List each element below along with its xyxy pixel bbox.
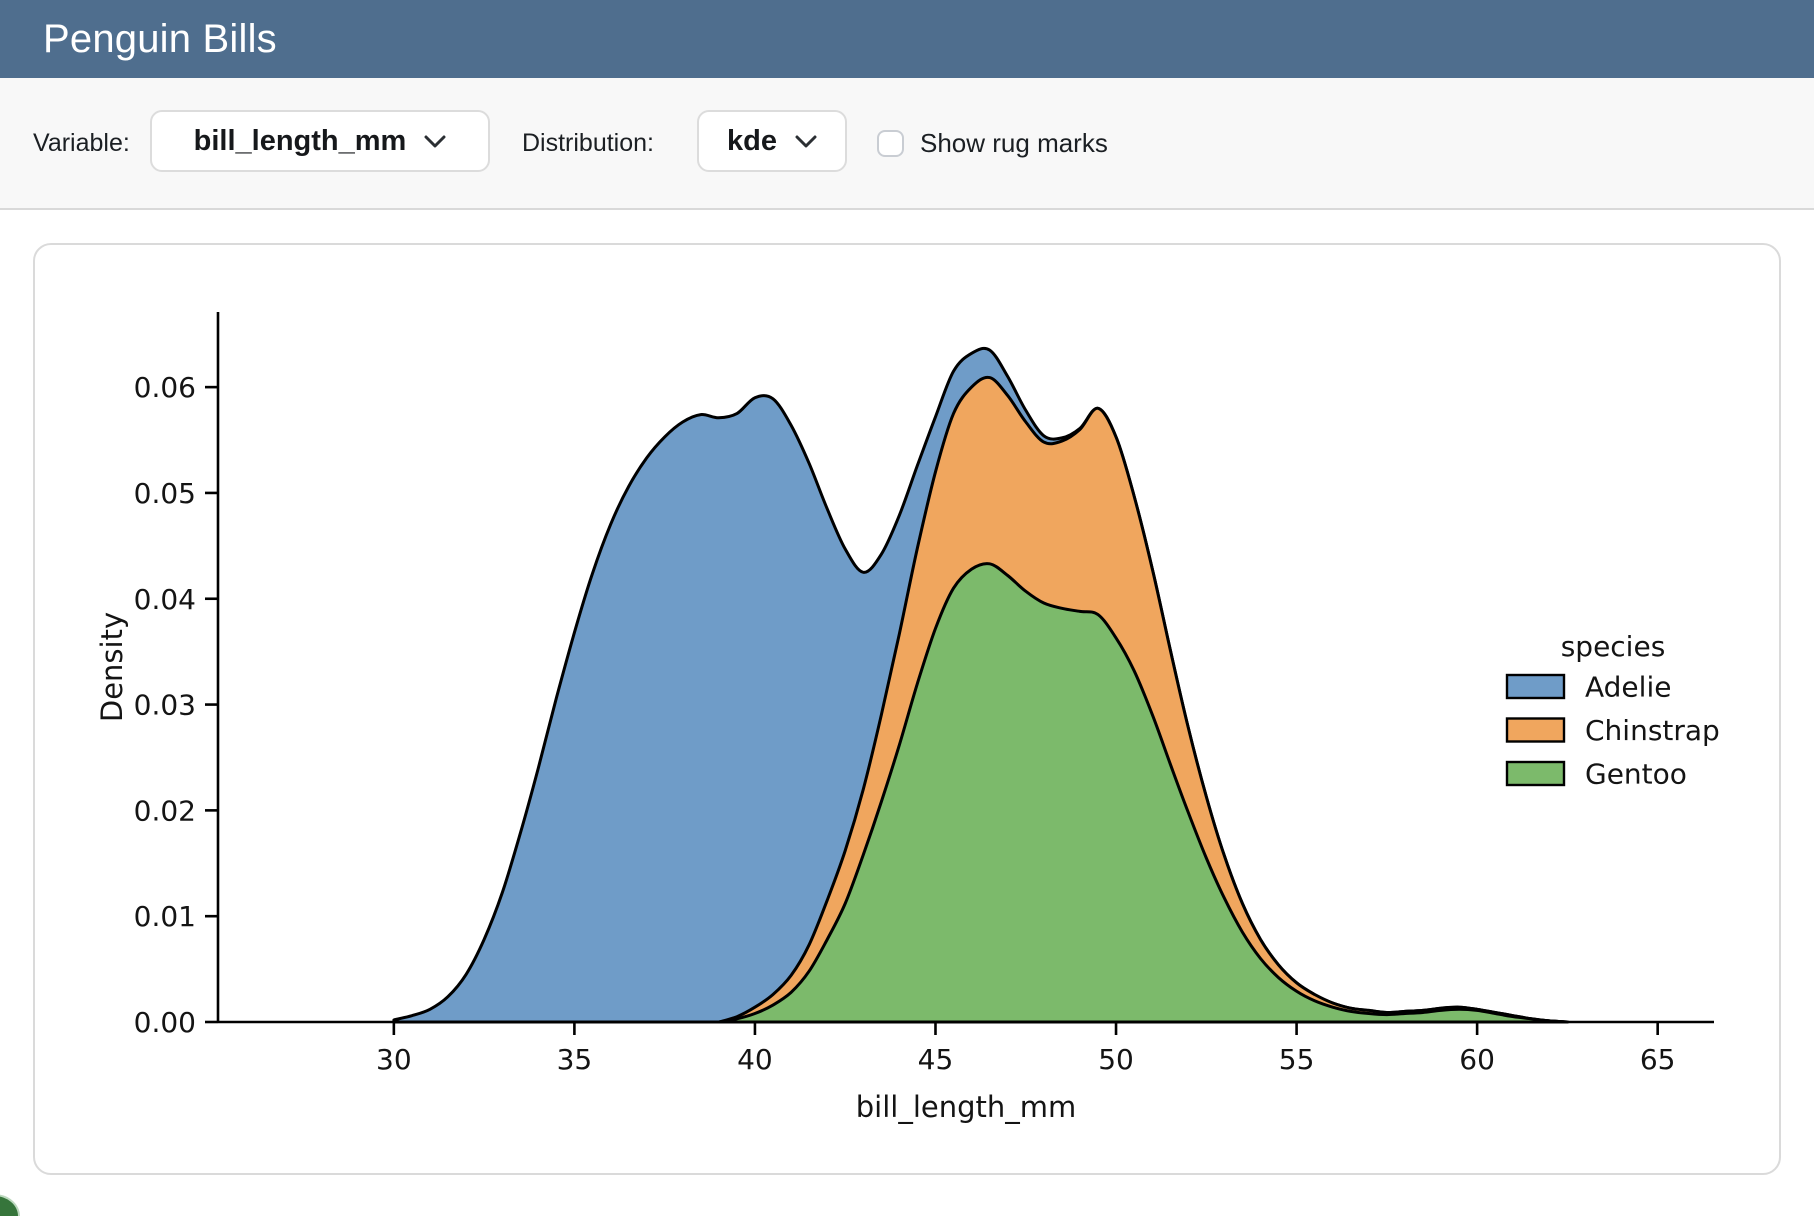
show-rug-label[interactable]: Show rug marks [920,127,1108,158]
app-header: Penguin Bills [0,0,1814,78]
x-axis-label: bill_length_mm [856,1090,1077,1124]
svg-text:55: 55 [1279,1043,1315,1076]
page-title: Penguin Bills [43,16,277,61]
distribution-select-value: kde [727,124,777,157]
legend: Adelie Chinstrap Gentoo [1505,671,1720,791]
legend-entry-chinstrap: Chinstrap [1585,714,1720,747]
plot-axes [205,312,1714,1035]
show-rug-checkbox[interactable] [877,130,904,157]
plot-card: 30 35 40 45 50 55 60 65 0.00 0.01 0.02 0.03 0.04 0.05… [33,243,1781,1175]
svg-text:0.03: 0.03 [134,689,196,722]
distribution-label: Distribution: [522,128,654,157]
svg-text:35: 35 [557,1043,593,1076]
tick-labels: 30 35 40 45 50 55 60 65 0.00 0.01 0.02 0.03 0.04 0.05… [134,371,1676,1076]
kde-plot: 30 35 40 45 50 55 60 65 0.00 0.01 0.02 0.03 0.04 0.05… [95,312,1720,1124]
variable-select-value: bill_length_mm [193,124,407,157]
density-areas [392,346,1569,1024]
legend-title: species [1561,630,1666,663]
distribution-select[interactable]: kde [697,110,847,172]
svg-text:0.02: 0.02 [134,794,196,827]
toolbar: Variable: bill_length_mm Distribution: k… [0,78,1814,210]
svg-text:0.05: 0.05 [134,477,196,510]
svg-text:0.06: 0.06 [134,371,196,404]
svg-text:50: 50 [1098,1043,1134,1076]
svg-text:0.00: 0.00 [134,1006,196,1039]
variable-select[interactable]: bill_length_mm [150,110,490,172]
svg-text:0.04: 0.04 [134,583,196,616]
svg-text:40: 40 [737,1043,773,1076]
svg-text:45: 45 [918,1043,954,1076]
svg-text:65: 65 [1640,1043,1676,1076]
gentoo-area [717,562,1569,1024]
chevron-down-icon [424,135,446,147]
chevron-down-icon [795,135,817,147]
variable-label: Variable: [33,128,130,157]
svg-text:60: 60 [1459,1043,1495,1076]
legend-entry-gentoo: Gentoo [1585,758,1687,791]
legend-entry-adelie: Adelie [1585,671,1671,704]
y-axis-label: Density [95,612,129,722]
svg-text:0.01: 0.01 [134,900,196,933]
corner-edit-button-sliver[interactable] [0,1194,20,1216]
svg-text:30: 30 [376,1043,412,1076]
